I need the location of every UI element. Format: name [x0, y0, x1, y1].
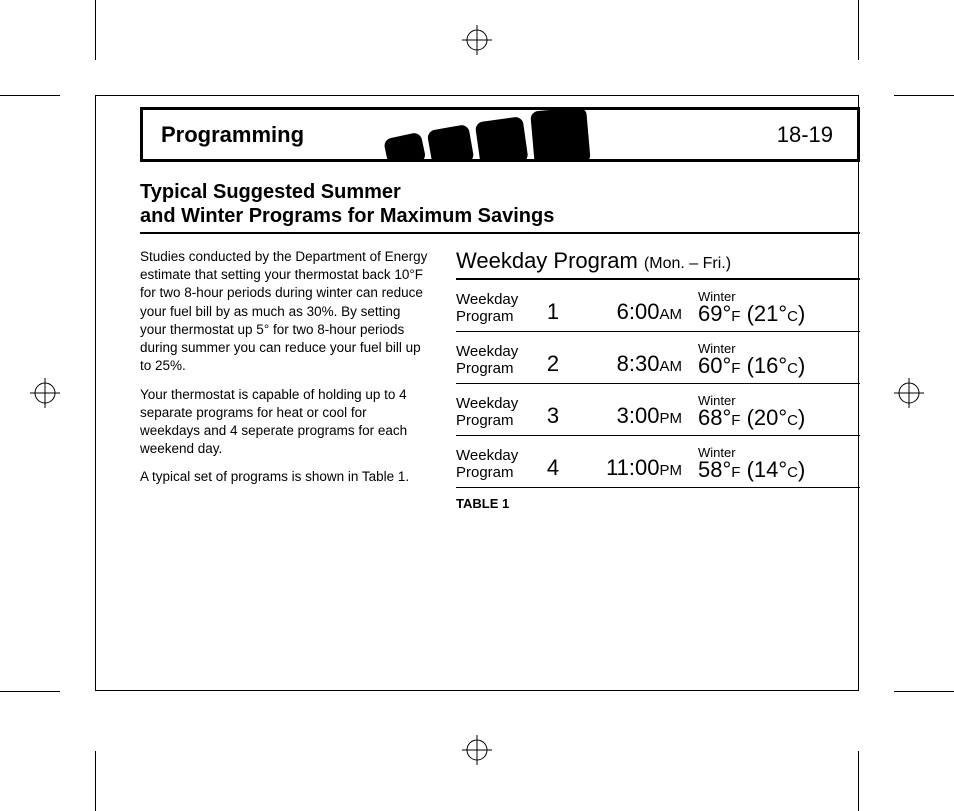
- row-number: 2: [542, 351, 564, 377]
- table-caption: TABLE 1: [456, 496, 860, 511]
- table-row: WeekdayProgram 1 6:00AM Winter69°F (21°C): [456, 280, 860, 332]
- crop-mark: [858, 751, 859, 811]
- row-temp: Winter60°F (16°C): [690, 342, 860, 377]
- crop-mark: [95, 751, 96, 811]
- registration-mark-icon: [30, 378, 60, 408]
- row-label: WeekdayProgram: [456, 448, 534, 481]
- row-temp: Winter68°F (20°C): [690, 394, 860, 429]
- table-title: Weekday Program (Mon. – Fri.): [456, 248, 860, 280]
- crop-mark: [95, 0, 96, 60]
- row-temp-value: 68°F (20°C): [698, 407, 860, 429]
- row-label: WeekdayProgram: [456, 292, 534, 325]
- row-label: WeekdayProgram: [456, 396, 534, 429]
- table-row: WeekdayProgram 3 3:00PM Winter68°F (20°C): [456, 384, 860, 436]
- table-title-main: Weekday Program: [456, 248, 638, 273]
- row-temp-value: 60°F (16°C): [698, 355, 860, 377]
- row-number: 3: [542, 403, 564, 429]
- row-temp: Winter58°F (14°C): [690, 446, 860, 481]
- crop-mark: [894, 95, 954, 96]
- body-paragraph: Your thermostat is capable of holding up…: [140, 386, 430, 459]
- row-label: WeekdayProgram: [456, 344, 534, 377]
- section-heading-line2: and Winter Programs for Maximum Savings: [140, 205, 554, 227]
- page-number: 18-19: [777, 122, 833, 148]
- row-temp-value: 58°F (14°C): [698, 459, 860, 481]
- row-time: 3:00PM: [572, 403, 682, 429]
- table-row: WeekdayProgram 2 8:30AM Winter60°F (16°C): [456, 332, 860, 384]
- page-title: Programming: [161, 122, 304, 148]
- program-table: Weekday Program (Mon. – Fri.) WeekdayPro…: [456, 248, 860, 511]
- table-title-sub: (Mon. – Fri.): [644, 255, 731, 272]
- body-paragraph: A typical set of programs is shown in Ta…: [140, 468, 430, 486]
- header-shape: [383, 132, 426, 162]
- crop-mark: [0, 95, 60, 96]
- header-shape: [530, 107, 591, 162]
- row-time: 11:00PM: [572, 455, 682, 481]
- row-temp-value: 69°F (21°C): [698, 303, 860, 325]
- header-shape: [427, 124, 475, 162]
- registration-mark-icon: [462, 25, 492, 55]
- content-area: Typical Suggested Summer and Winter Prog…: [140, 180, 860, 511]
- header-shape: [475, 116, 529, 162]
- table-row: WeekdayProgram 4 11:00PM Winter58°F (14°C): [456, 436, 860, 488]
- row-temp: Winter69°F (21°C): [690, 290, 860, 325]
- registration-mark-icon: [894, 378, 924, 408]
- row-number: 4: [542, 455, 564, 481]
- section-heading-line1: Typical Suggested Summer: [140, 181, 401, 203]
- page-header: Programming 18-19: [140, 107, 860, 162]
- crop-mark: [858, 0, 859, 60]
- section-heading: Typical Suggested Summer and Winter Prog…: [140, 180, 860, 234]
- crop-mark: [0, 691, 60, 692]
- row-time: 6:00AM: [572, 299, 682, 325]
- row-number: 1: [542, 299, 564, 325]
- row-time: 8:30AM: [572, 351, 682, 377]
- header-decoration: [389, 110, 591, 162]
- body-paragraph: Studies conducted by the Department of E…: [140, 248, 430, 376]
- body-text-column: Studies conducted by the Department of E…: [140, 248, 430, 511]
- crop-mark: [894, 691, 954, 692]
- registration-mark-icon: [462, 735, 492, 765]
